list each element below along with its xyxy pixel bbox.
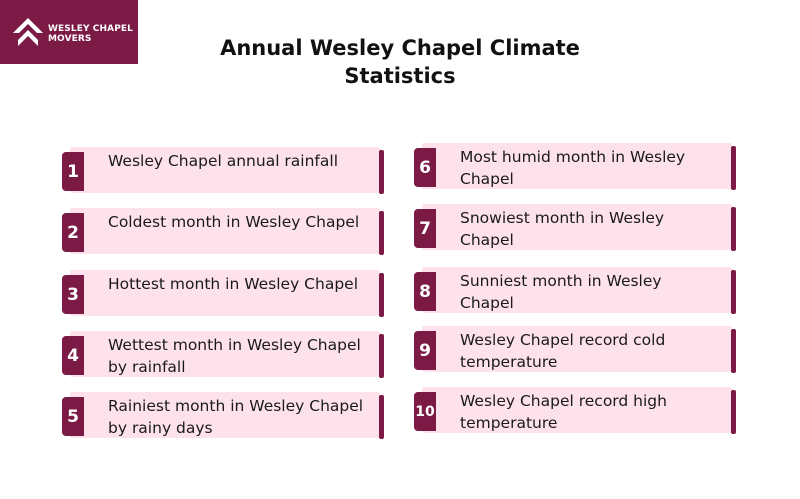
brand-logo: WESLEY CHAPEL MOVERS bbox=[0, 0, 138, 64]
card-edge bbox=[379, 395, 384, 439]
card-edge bbox=[379, 273, 384, 317]
house-chevron-icon bbox=[13, 18, 43, 46]
card-edge bbox=[379, 150, 384, 194]
stat-card-9: 9 Wesley Chapel record cold temperature bbox=[414, 326, 736, 373]
stat-card-4: 4 Wettest month in Wesley Chapel by rain… bbox=[62, 331, 384, 378]
stat-label: Hottest month in Wesley Chapel bbox=[108, 275, 358, 293]
number-tab: 4 bbox=[62, 336, 84, 375]
card-edge bbox=[379, 334, 384, 378]
card-panel bbox=[422, 267, 732, 313]
card-panel bbox=[422, 143, 732, 189]
page-title-line2: Statistics bbox=[344, 64, 456, 88]
stat-card-6: 6 Most humid month in Wesley Chapel bbox=[414, 143, 736, 190]
stat-label: Wesley Chapel record high temperature bbox=[460, 392, 667, 432]
brand-name: WESLEY CHAPEL MOVERS bbox=[48, 24, 133, 44]
card-panel bbox=[70, 208, 380, 254]
stat-card-1: 1 Wesley Chapel annual rainfall bbox=[62, 147, 384, 194]
number-tab: 8 bbox=[414, 272, 436, 311]
stat-label: Wesley Chapel record cold temperature bbox=[460, 331, 666, 371]
card-edge bbox=[731, 207, 736, 251]
stat-card-3: 3 Hottest month in Wesley Chapel bbox=[62, 270, 384, 317]
card-edge bbox=[731, 390, 736, 434]
card-edge bbox=[731, 270, 736, 314]
stat-label: Snowiest month in Wesley Chapel bbox=[460, 209, 665, 249]
number-tab: 5 bbox=[62, 397, 84, 436]
number-tab: 9 bbox=[414, 331, 436, 370]
card-edge bbox=[731, 329, 736, 373]
card-panel bbox=[422, 326, 732, 372]
card-panel bbox=[70, 392, 380, 438]
stat-card-7: 7 Snowiest month in Wesley Chapel bbox=[414, 204, 736, 251]
number-tab: 7 bbox=[414, 209, 436, 248]
stat-label: Wettest month in Wesley Chapel by rainfa… bbox=[108, 336, 361, 376]
stat-label: Most humid month in Wesley Chapel bbox=[460, 148, 686, 188]
card-edge bbox=[731, 146, 736, 190]
stat-label: Coldest month in Wesley Chapel bbox=[108, 213, 360, 231]
card-edge bbox=[379, 211, 384, 255]
stat-label: Sunniest month in Wesley Chapel bbox=[460, 272, 662, 312]
number-tab: 1 bbox=[62, 152, 84, 191]
number-tab: 2 bbox=[62, 213, 84, 252]
card-panel bbox=[70, 147, 380, 193]
card-panel bbox=[70, 270, 380, 316]
number-tab: 6 bbox=[414, 148, 436, 187]
card-panel bbox=[422, 387, 732, 433]
number-tab: 3 bbox=[62, 275, 84, 314]
stat-label: Rainiest month in Wesley Chapel by rainy… bbox=[108, 397, 364, 437]
brand-name-line2: MOVERS bbox=[48, 34, 92, 44]
card-panel bbox=[422, 204, 732, 250]
stat-card-5: 5 Rainiest month in Wesley Chapel by rai… bbox=[62, 392, 384, 439]
number-tab: 10 bbox=[414, 392, 436, 431]
page-title-line1: Annual Wesley Chapel Climate bbox=[220, 36, 580, 60]
brand-name-line1: WESLEY CHAPEL bbox=[48, 24, 133, 34]
stat-label: Wesley Chapel annual rainfall bbox=[108, 152, 338, 170]
card-panel bbox=[70, 331, 380, 377]
stat-card-8: 8 Sunniest month in Wesley Chapel bbox=[414, 267, 736, 314]
stat-card-10: 10 Wesley Chapel record high temperature bbox=[414, 387, 736, 434]
stat-card-2: 2 Coldest month in Wesley Chapel bbox=[62, 208, 384, 255]
page-title: Annual Wesley Chapel Climate Statistics bbox=[200, 34, 600, 90]
